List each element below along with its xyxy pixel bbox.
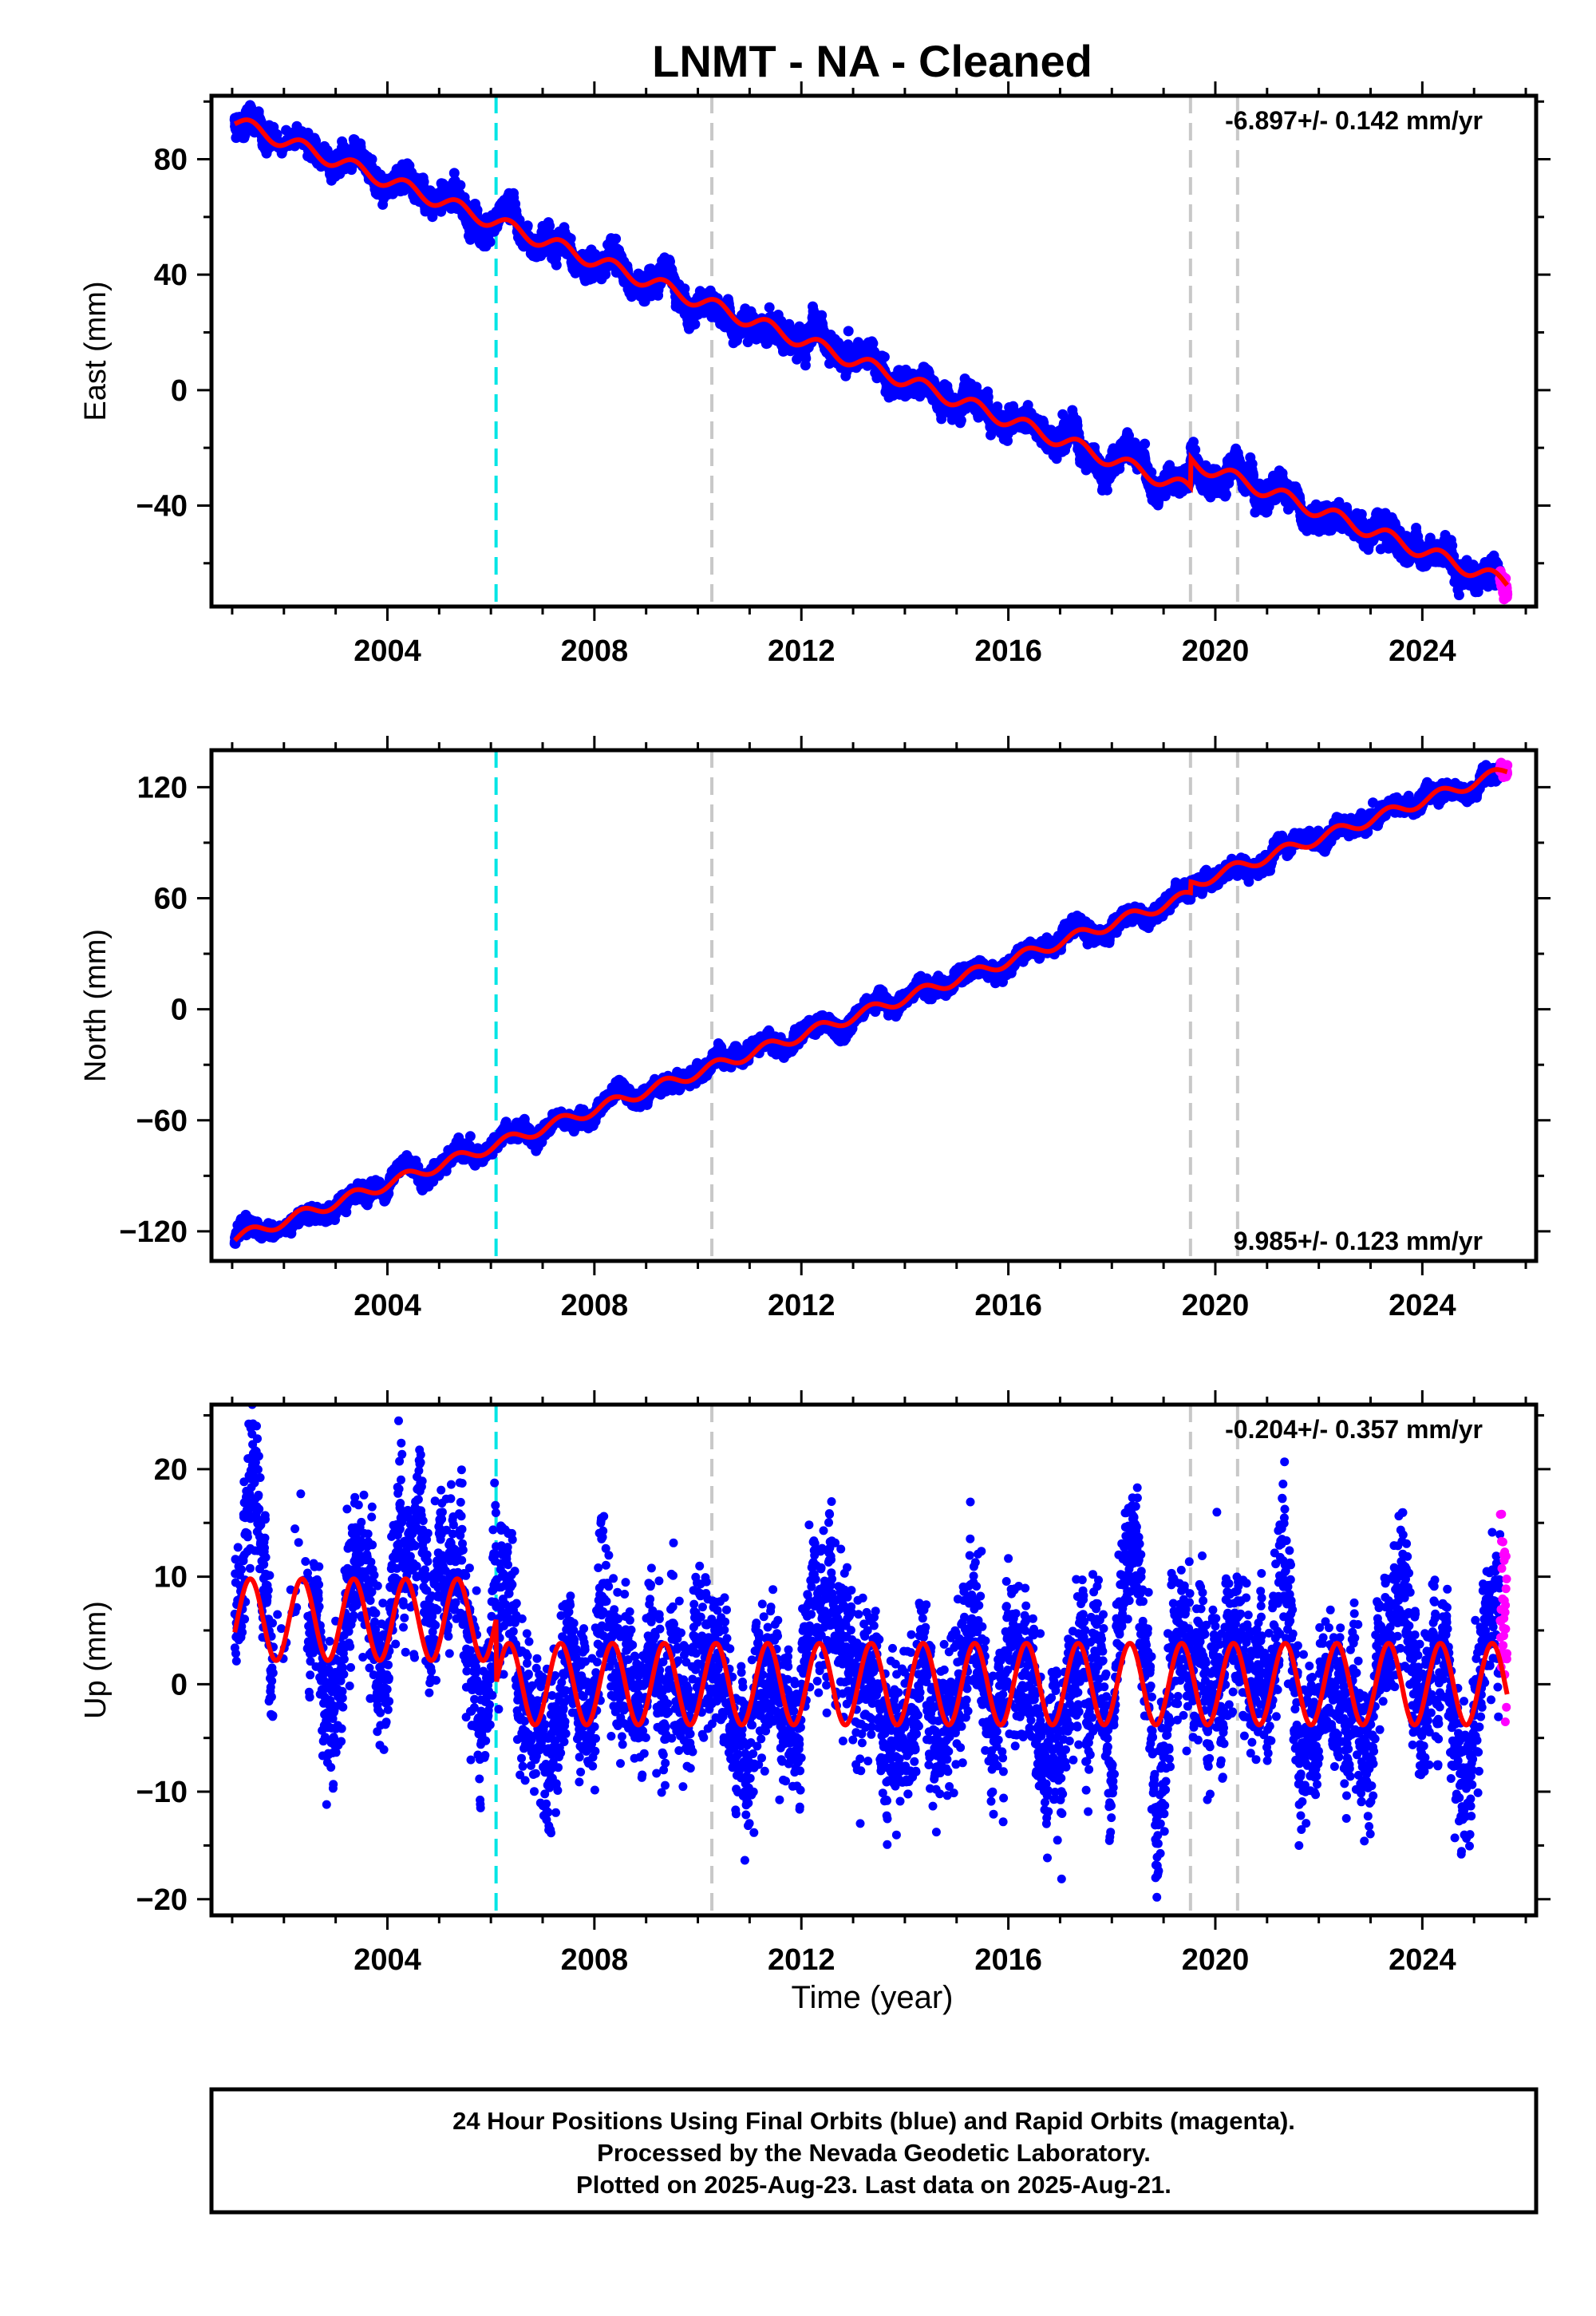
final-point xyxy=(879,351,890,362)
final-point xyxy=(800,353,812,364)
final-point xyxy=(239,130,251,140)
final-point xyxy=(522,220,533,231)
final-point xyxy=(484,236,496,247)
final-point xyxy=(551,259,562,271)
plot-area xyxy=(229,96,1513,607)
final-point xyxy=(689,318,701,330)
final-point xyxy=(366,154,377,165)
final-point xyxy=(1101,484,1112,496)
final-point xyxy=(764,302,775,313)
final-point xyxy=(679,283,690,294)
final-point xyxy=(982,391,994,402)
final-orbit-series xyxy=(229,100,1506,601)
final-point xyxy=(843,326,854,337)
final-point xyxy=(455,180,466,191)
final-point xyxy=(610,233,622,244)
chart-title: LNMT - NA - Cleaned xyxy=(652,36,1092,86)
final-point xyxy=(271,128,282,140)
final-point xyxy=(1114,463,1125,474)
